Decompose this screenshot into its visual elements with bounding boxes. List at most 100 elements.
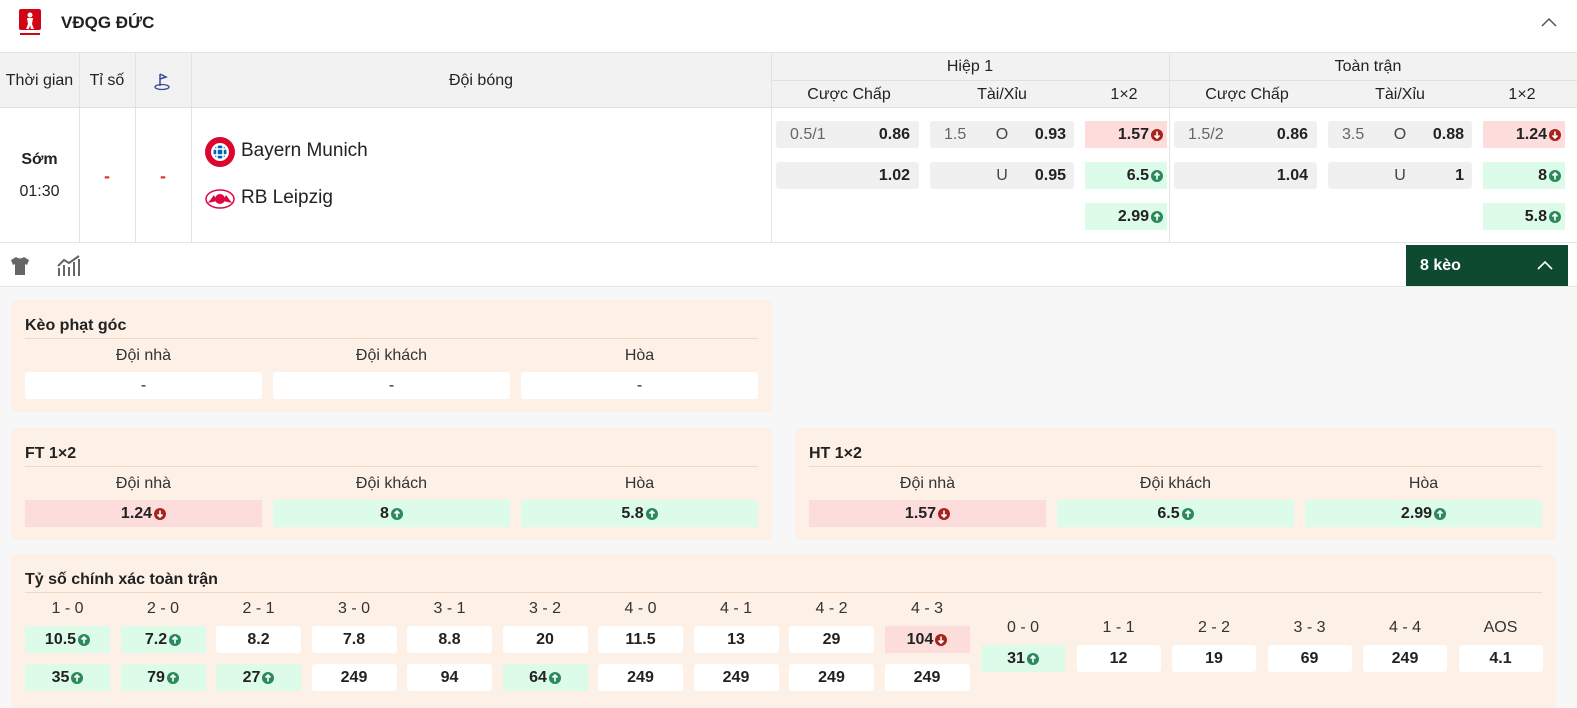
- odds-value: 8.2: [247, 630, 270, 648]
- collapse-icon[interactable]: [1540, 16, 1558, 30]
- x12-odds[interactable]: 1.24: [1483, 121, 1565, 148]
- total-odds[interactable]: U 0.95: [930, 162, 1074, 189]
- panel-title: Tỷ số chính xác toàn trận: [25, 571, 218, 588]
- trend-up-icon: [1181, 507, 1194, 520]
- score-odds[interactable]: 94: [407, 664, 492, 691]
- total-value: 0.95: [1034, 166, 1066, 184]
- panel-odds[interactable]: 6.5: [1057, 500, 1294, 527]
- stats-icon[interactable]: [56, 254, 82, 278]
- draw-odds[interactable]: 12: [1076, 645, 1161, 672]
- score-odds[interactable]: 249: [311, 664, 397, 691]
- score-odds[interactable]: 249: [693, 664, 779, 691]
- league-logo: [19, 9, 41, 35]
- score-odds[interactable]: 29: [789, 626, 874, 653]
- panel-divider: [25, 338, 758, 339]
- score-odds[interactable]: 249: [884, 664, 970, 691]
- panel-header: Hòa: [1408, 475, 1439, 492]
- x12-odds[interactable]: 8: [1483, 162, 1565, 189]
- odds-value: -: [636, 376, 643, 394]
- score-odds[interactable]: 35: [25, 664, 110, 691]
- odds-value: 8: [1538, 166, 1547, 184]
- trend-up-icon: [390, 507, 403, 520]
- odds-value: 35: [51, 668, 70, 686]
- handicap-odds[interactable]: 0.5/1 0.86: [776, 121, 919, 148]
- total-odds[interactable]: 3.5 O 0.88: [1328, 121, 1472, 148]
- panel-header: Đội khách: [1139, 475, 1212, 492]
- score-odds[interactable]: 64: [502, 664, 588, 691]
- panel-odds[interactable]: -: [273, 372, 510, 399]
- panel-header: Đội khách: [355, 347, 428, 364]
- odds-value: 249: [913, 668, 941, 686]
- score-home: -: [104, 165, 110, 186]
- score-odds[interactable]: 27: [216, 664, 301, 691]
- draw-odds[interactable]: 19: [1172, 645, 1256, 672]
- score-odds[interactable]: 13: [693, 626, 779, 653]
- panel-odds[interactable]: -: [25, 372, 262, 399]
- draw-odds[interactable]: 4.1: [1458, 645, 1543, 672]
- more-odds-button[interactable]: 8 kèo: [1406, 245, 1568, 286]
- draw-odds[interactable]: 69: [1267, 645, 1352, 672]
- odds-value: 6.5: [1157, 504, 1180, 522]
- odds-value: 249: [1391, 649, 1419, 667]
- total-value: 0.88: [1432, 125, 1464, 143]
- x12-odds[interactable]: 6.5: [1085, 162, 1167, 189]
- team-logo: [205, 137, 235, 167]
- trend-down-icon: [938, 507, 951, 520]
- league-header[interactable]: VĐQG ĐỨC: [0, 0, 1577, 53]
- draw-odds[interactable]: 249: [1363, 645, 1447, 672]
- trend-up-icon: [1434, 507, 1447, 520]
- score-odds[interactable]: 7.2: [120, 626, 206, 653]
- panel-title: HT 1×2: [809, 445, 862, 462]
- panel-odds[interactable]: 1.24: [25, 500, 262, 527]
- score-odds[interactable]: 79: [120, 664, 206, 691]
- odds-value: 104: [906, 630, 934, 648]
- lineup-icon[interactable]: [9, 255, 31, 277]
- total-value: 1: [1455, 166, 1464, 184]
- sub-header: Tài/Xỉu: [1375, 85, 1425, 103]
- panel-header: Đội nhà: [115, 347, 172, 364]
- column-divider: [191, 53, 192, 243]
- score-odds[interactable]: 11.5: [598, 626, 683, 653]
- score-odds[interactable]: 7.8: [311, 626, 397, 653]
- score-odds[interactable]: 249: [789, 664, 874, 691]
- draw-odds[interactable]: 31: [981, 645, 1065, 672]
- panel-odds[interactable]: 8: [273, 500, 510, 527]
- score-odds[interactable]: 20: [502, 626, 588, 653]
- score-odds[interactable]: 8.2: [216, 626, 301, 653]
- score-odds[interactable]: 10.5: [25, 626, 110, 653]
- odds-value: 5.8: [1524, 207, 1547, 225]
- panel-odds[interactable]: 2.99: [1305, 500, 1542, 527]
- total-odds[interactable]: 1.5 O 0.93: [930, 121, 1074, 148]
- draw-label: 1 - 1: [1102, 619, 1135, 636]
- score-odds[interactable]: 104: [884, 626, 970, 653]
- handicap-odds[interactable]: 1.02: [776, 162, 919, 189]
- panel-header: Hòa: [624, 347, 655, 364]
- total-side: U: [996, 166, 1008, 184]
- x12-odds[interactable]: 5.8: [1483, 203, 1565, 230]
- x12-odds[interactable]: 1.57: [1085, 121, 1167, 148]
- score-label: 2 - 0: [146, 600, 179, 617]
- odds-value: 249: [627, 668, 654, 686]
- panel-odds[interactable]: -: [521, 372, 758, 399]
- handicap-odds[interactable]: 1.04: [1174, 162, 1317, 189]
- panel-header: Đội nhà: [899, 475, 956, 492]
- total-line: 3.5: [1342, 125, 1365, 143]
- score-odds[interactable]: 249: [598, 664, 683, 691]
- sub-header: Tài/Xỉu: [977, 85, 1027, 103]
- odds-panel: Kèo phạt góc Đội nhà - Đội khách - Hòa -: [11, 300, 772, 412]
- x12-odds[interactable]: 2.99: [1085, 203, 1167, 230]
- panel-odds[interactable]: 5.8: [521, 500, 758, 527]
- handicap-odds[interactable]: 1.5/2 0.86: [1174, 121, 1317, 148]
- panel-odds[interactable]: 1.57: [809, 500, 1046, 527]
- odds-value: 8.8: [438, 630, 461, 648]
- column-divider: [1169, 53, 1170, 243]
- score-odds[interactable]: 8.8: [407, 626, 492, 653]
- sub-header: 1×2: [1110, 85, 1138, 103]
- group-title: Toàn trận: [1334, 58, 1402, 75]
- draw-label: AOS: [1483, 619, 1518, 636]
- home-team: Bayern Munich: [241, 140, 368, 161]
- odds-value: 29: [822, 630, 841, 648]
- odds-value: 8: [380, 504, 389, 522]
- trend-up-icon: [166, 671, 179, 684]
